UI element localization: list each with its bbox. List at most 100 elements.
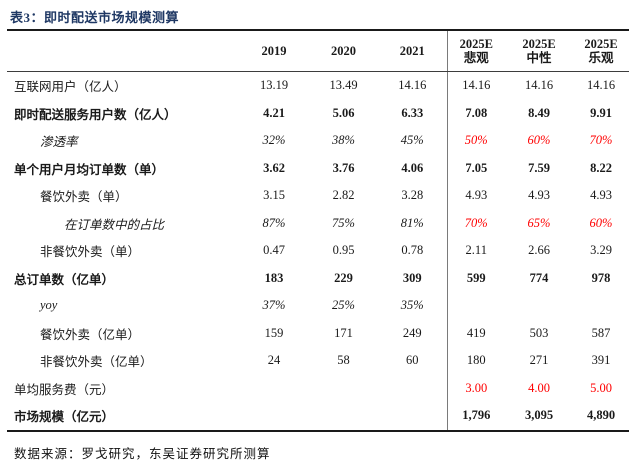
row-label: 单均服务费（元） [14, 382, 115, 397]
cell: 3.00 [446, 374, 505, 402]
column-header-e2025_pessimistic: 2025E 悲观 [446, 30, 505, 72]
table-row: 餐饮外卖（单） 3.15 2.82 3.28 4.93 4.93 4.93 [7, 182, 629, 210]
cell: 774 [529, 270, 549, 285]
cell: 8.22 [590, 160, 612, 175]
table-row: 餐饮外卖（亿单） 159 171 249 419 503 587 [7, 319, 629, 347]
cell: 2.66 [528, 243, 550, 258]
cell: 5.06 [332, 105, 355, 120]
cell: 4.93 [446, 182, 505, 210]
cell: 4.06 [401, 160, 424, 175]
cell: 4.93 [590, 188, 612, 203]
table-row: 单个用户月均订单数（单） 3.62 3.76 4.06 7.05 7.59 8.22 [7, 154, 629, 182]
table-body: 互联网用户（亿人） 13.19 13.49 14.16 14.16 14.16 14.16 即… [7, 71, 629, 431]
table-row: 互联网用户（亿人） 13.19 13.49 14.16 14.16 14.16 14.16 [7, 71, 629, 100]
cell: 9.91 [590, 105, 612, 120]
cell: 4.93 [528, 188, 550, 203]
row-label: yoy [40, 298, 58, 313]
cell [239, 402, 309, 431]
table-row: 在订单数中的占比 87% 75% 81% 70% 65% 60% [7, 209, 629, 237]
cell: 13.49 [329, 78, 358, 93]
cell: 0.47 [263, 243, 285, 258]
cell: 37% [262, 298, 286, 313]
cell: 13.19 [259, 78, 289, 93]
cell: 7.59 [528, 160, 550, 175]
cell: 419 [446, 319, 505, 347]
cell: 180 [446, 347, 505, 375]
column-header-text: 2025E [522, 36, 556, 51]
row-label: 非餐饮外卖（单） [40, 245, 141, 260]
cell: 32% [262, 133, 286, 148]
cell: 24 [267, 353, 281, 368]
cell: 2.11 [446, 237, 505, 265]
row-label: 在订单数中的占比 [64, 217, 165, 232]
cell: 309 [402, 270, 422, 285]
cell: 7.08 [446, 99, 505, 127]
cell: 171 [334, 325, 353, 340]
cell: 4,890 [586, 408, 616, 423]
table-row: 总订单数（亿单） 183 229 309 599 774 978 [7, 264, 629, 292]
cell: 70% [446, 209, 505, 237]
cell [446, 292, 505, 320]
cell: 14.16 [398, 78, 427, 93]
cell: 183 [264, 270, 284, 285]
cell: 35% [400, 298, 424, 313]
row-label: 即时配送服务用户数（亿人） [14, 107, 177, 122]
cell: 3.76 [332, 160, 355, 175]
cell: 8.49 [528, 105, 550, 120]
cell: 87% [262, 215, 286, 230]
cell [378, 375, 447, 403]
cell [505, 292, 573, 320]
cell: 1,796 [446, 402, 505, 431]
column-header-text: 乐观 [588, 51, 614, 65]
row-label: 市场规模（亿元） [14, 410, 115, 425]
row-label: 餐饮外卖（亿单） [40, 327, 141, 342]
cell: 599 [446, 264, 505, 292]
cell: 75% [332, 215, 355, 230]
cell: 249 [402, 325, 422, 340]
column-header-text: 2025E [584, 36, 618, 51]
cell: 229 [334, 270, 353, 285]
cell: 0.78 [401, 243, 424, 258]
cell [239, 375, 309, 403]
cell [309, 375, 378, 403]
column-header-text: 中性 [526, 51, 552, 65]
table-row: 渗透率 32% 38% 45% 50% 60% 70% [7, 127, 629, 155]
cell: 2.82 [332, 188, 355, 203]
column-header-text: 2021 [399, 43, 425, 58]
cell: 70% [589, 133, 613, 148]
column-header-e2025_optimistic: 2025E 乐观 [573, 30, 629, 72]
header-row: 2019 2020 2021 2025E 悲观 2025E 中性 2025E 乐观 [7, 30, 629, 72]
table-row: 市场规模（亿元） 1,796 3,095 4,890 [7, 402, 629, 431]
cell: 65% [527, 215, 551, 230]
cell: 60 [406, 353, 419, 368]
table-row: 即时配送服务用户数（亿人） 4.21 5.06 6.33 7.08 8.49 9.91 [7, 99, 629, 127]
cell: 38% [332, 133, 355, 148]
cell: 978 [591, 270, 611, 285]
column-header-text: 悲观 [463, 51, 489, 65]
cell: 81% [400, 215, 424, 230]
cell: 503 [529, 325, 549, 340]
table-row: 单均服务费（元） 3.00 4.00 5.00 [7, 374, 629, 403]
market-size-table: 2019 2020 2021 2025E 悲观 2025E 中性 2025E 乐观 互联网用户（… [7, 29, 629, 432]
cell: 7.05 [446, 154, 505, 182]
table-title: 表3：即时配送市场规模测算 [10, 10, 180, 25]
cell: 587 [591, 325, 611, 340]
cell: 3.29 [590, 243, 612, 258]
cell: 50% [446, 127, 505, 155]
table-header: 2019 2020 2021 2025E 悲观 2025E 中性 2025E 乐观 [7, 30, 629, 72]
cell: 14.16 [524, 78, 554, 93]
cell: 14.16 [586, 78, 616, 93]
cell: 5.00 [590, 380, 612, 395]
table-row: 非餐饮外卖（单） 0.47 0.95 0.78 2.11 2.66 3.29 [7, 237, 629, 265]
column-header-y2020: 2020 [309, 30, 378, 72]
cell: 58 [337, 353, 350, 368]
column-header-label [7, 30, 239, 72]
cell [573, 292, 629, 320]
cell: 6.33 [401, 105, 424, 120]
cell [309, 402, 378, 431]
cell: 3,095 [524, 408, 554, 423]
cell: 25% [332, 298, 355, 313]
cell: 4.00 [528, 380, 550, 395]
cell: 60% [589, 215, 613, 230]
source-note: 数据来源：罗戈研究，东吴证券研究所测算 [14, 446, 271, 461]
